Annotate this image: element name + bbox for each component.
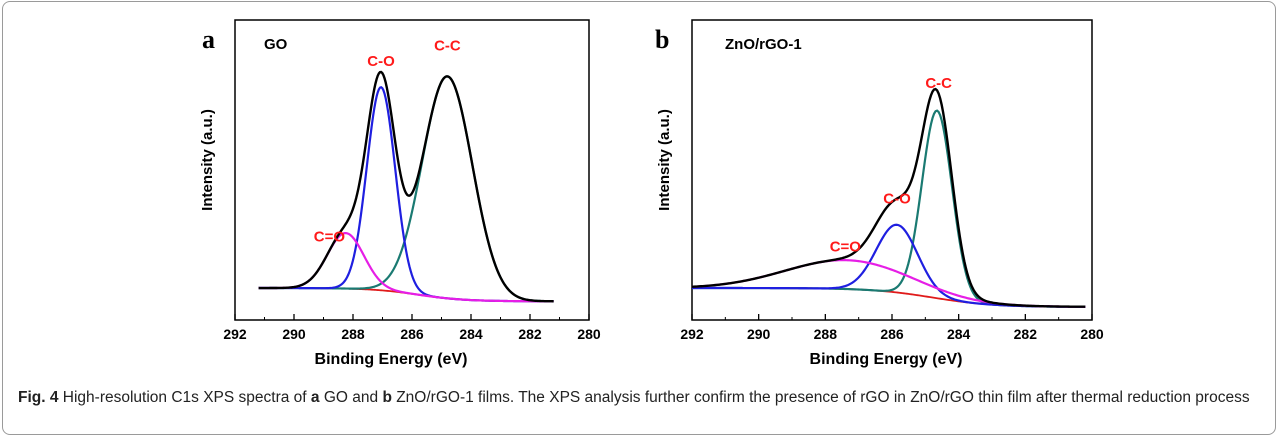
peak-labels-b: C-C C-O C=O (830, 75, 952, 255)
sample-label-a: GO (264, 36, 288, 53)
x-tick-label-b-284: 284 (947, 326, 971, 342)
y-axis-label-b: Intensity (a.u.) (656, 109, 673, 211)
x-tick-label-b-288: 288 (814, 326, 838, 342)
x-tick-label-b-292: 292 (680, 326, 704, 342)
sample-label-b: ZnO/rGO-1 (725, 36, 802, 53)
x-tick-label-b-290: 290 (747, 326, 771, 342)
peak-label-c-c-b: C-C (925, 75, 952, 92)
peak-labels-a: C-C C-O C=O (314, 37, 461, 245)
curves-b (691, 87, 1086, 308)
curves-a (258, 70, 554, 303)
caption-text-3: ZnO/rGO-1 films. The XPS analysis furthe… (391, 389, 1250, 406)
x-axis-label-b: Binding Energy (eV) (810, 351, 963, 368)
y-axis-label-a: Intensity (a.u.) (199, 109, 216, 211)
panel-letter-a: a (202, 25, 215, 54)
x-tick-label-a-280: 280 (577, 326, 601, 342)
x-axis-label-a: Binding Energy (eV) (315, 351, 468, 368)
peak-label-c-o-b: C-O (883, 191, 911, 208)
caption-label: Fig. 4 (18, 389, 59, 406)
x-tick-label-a-284: 284 (459, 326, 483, 342)
x-ticks-a: 292 290 288 286 284 282 280 (223, 314, 601, 342)
figure-caption: Fig. 4 High-resolution C1s XPS spectra o… (18, 386, 1263, 409)
envelope-curve-a (258, 70, 554, 303)
envelope-curve-b (691, 87, 1086, 308)
x-tick-label-a-282: 282 (518, 326, 542, 342)
caption-bold-b: b (382, 389, 392, 406)
x-tick-label-b-286: 286 (880, 326, 904, 342)
x-tick-label-b-282: 282 (1014, 326, 1038, 342)
x-tick-label-b-280: 280 (1080, 326, 1104, 342)
peak-label-c-o-a: C-O (367, 53, 395, 70)
component-ceqo-b (691, 259, 1086, 308)
caption-bold-a: a (310, 389, 320, 406)
caption-text-1: High-resolution C1s XPS spectra of (58, 389, 311, 406)
x-ticks-b: 292 290 288 286 284 282 280 (680, 314, 1104, 342)
x-tick-label-a-292: 292 (223, 326, 247, 342)
plot-area-b (691, 19, 1093, 321)
panel-a: a GO Intensity (a.u.) Binding Energy (eV… (199, 19, 601, 368)
x-tick-label-a-286: 286 (400, 326, 424, 342)
panel-letter-b: b (655, 25, 669, 54)
x-tick-label-a-290: 290 (282, 326, 306, 342)
x-tick-label-a-288: 288 (341, 326, 365, 342)
component-c-c-a (258, 75, 554, 303)
component-c-o-b (692, 223, 1086, 308)
panel-b: b ZnO/rGO-1 Intensity (a.u.) Binding Ene… (655, 19, 1104, 368)
peak-label-ceqo-b: C=O (830, 238, 862, 255)
peak-label-ceqo-a: C=O (314, 228, 346, 245)
component-c-c-b (692, 109, 1086, 308)
peak-label-c-c-a: C-C (434, 37, 461, 54)
caption-text-2: GO and (319, 389, 383, 406)
